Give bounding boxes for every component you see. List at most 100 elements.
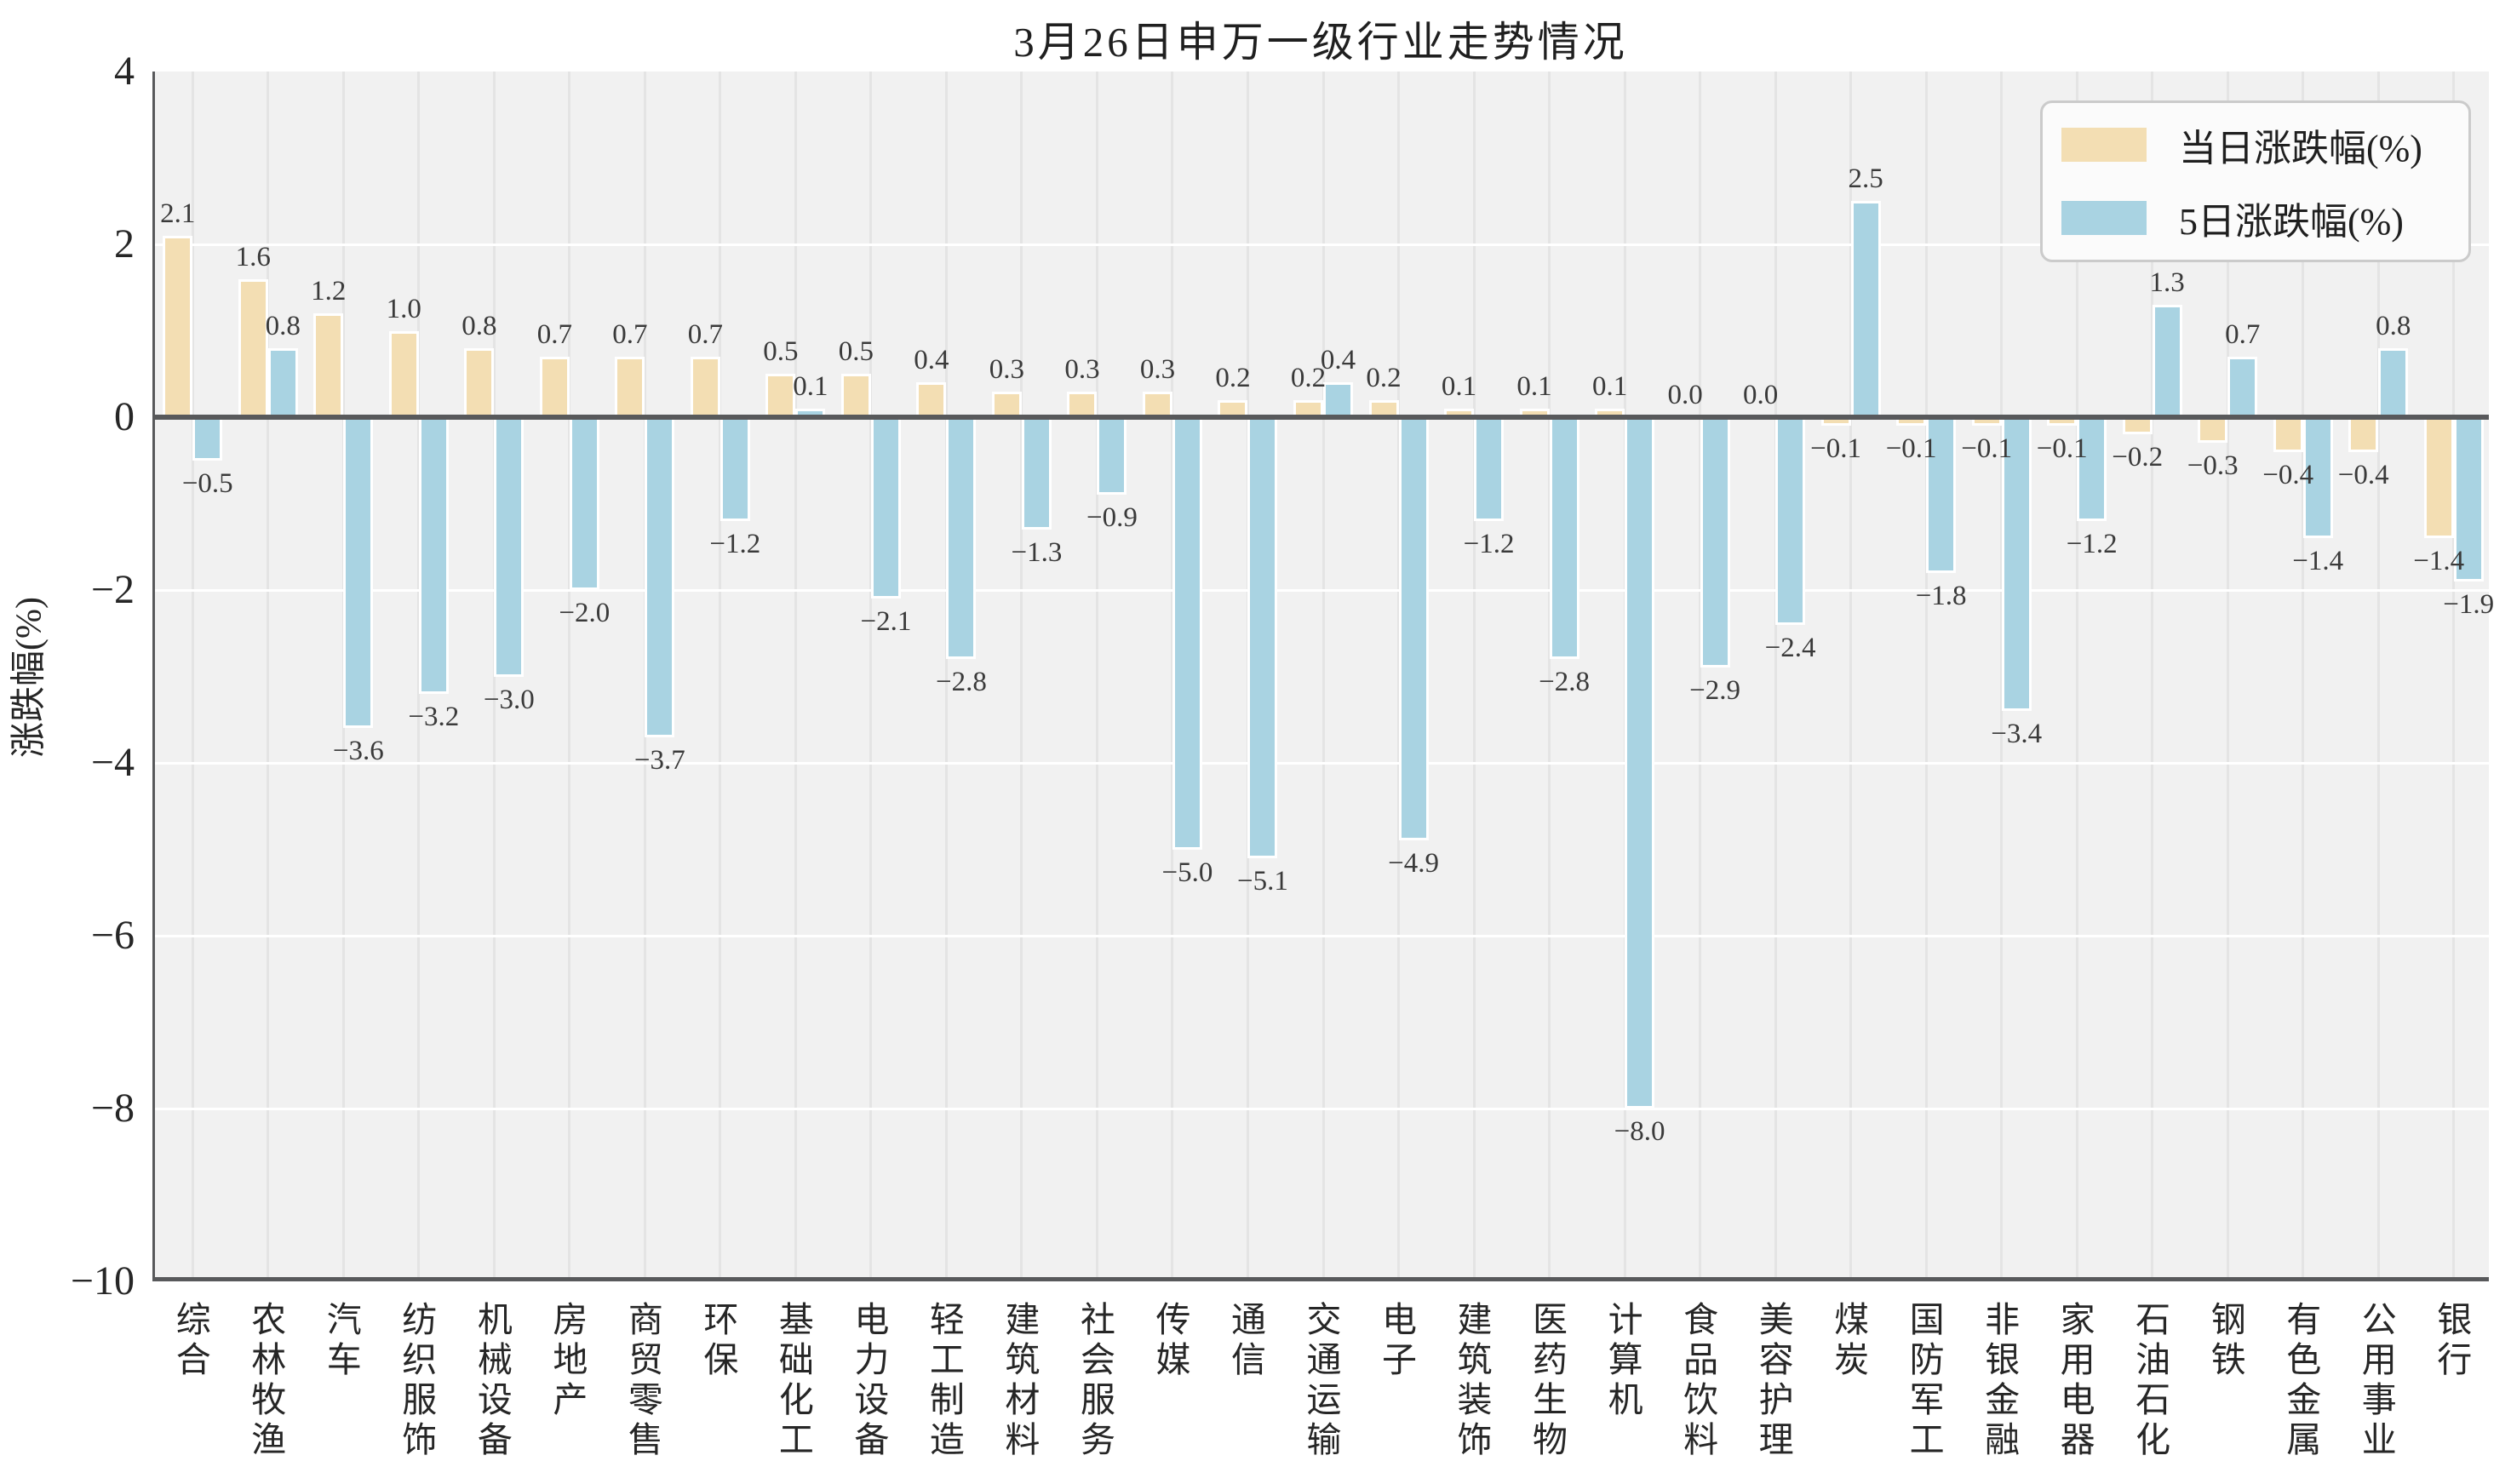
bar bbox=[1247, 417, 1278, 858]
bar bbox=[1700, 417, 1730, 668]
horizontal-gridline bbox=[155, 1107, 2489, 1110]
horizontal-gridline bbox=[155, 243, 2489, 246]
bar-value-label: −1.4 bbox=[2292, 546, 2344, 577]
bar-value-label: 0.0 bbox=[1742, 380, 1779, 410]
x-category-label: 农林牧渔 bbox=[245, 1301, 285, 1461]
bar-value-label: 0.3 bbox=[1064, 353, 1100, 385]
bar bbox=[991, 391, 1022, 417]
bar bbox=[1323, 382, 1353, 417]
legend-label-daily: 当日涨跌幅(%) bbox=[2179, 128, 2422, 169]
bar-value-label: 0.7 bbox=[536, 318, 572, 350]
bar bbox=[192, 417, 223, 461]
bar-value-label: 1.2 bbox=[311, 276, 347, 307]
y-tick-label: −10 bbox=[70, 1258, 135, 1304]
x-category-label: 电力设备 bbox=[848, 1301, 888, 1461]
vertical-gridline bbox=[719, 72, 722, 1277]
bar-value-label: −0.4 bbox=[2262, 459, 2314, 490]
x-category-label: 机械设备 bbox=[472, 1301, 512, 1461]
y-tick-label: −2 bbox=[90, 567, 135, 612]
vertical-gridline bbox=[1849, 72, 1853, 1277]
x-category-label: 纺织服饰 bbox=[396, 1301, 436, 1461]
vertical-gridline bbox=[267, 72, 270, 1277]
bar bbox=[2453, 417, 2484, 582]
bar-value-label: −2.8 bbox=[1539, 667, 1590, 698]
vertical-gridline bbox=[944, 72, 948, 1277]
bar bbox=[690, 356, 720, 417]
bar-value-label: 0.2 bbox=[1215, 362, 1251, 393]
bar bbox=[313, 313, 344, 417]
bar-value-label: −0.9 bbox=[1086, 502, 1138, 534]
bar-value-label: 0.3 bbox=[1139, 353, 1176, 385]
bar bbox=[2122, 417, 2153, 435]
bar-value-label: 0.2 bbox=[1366, 362, 1402, 393]
bar bbox=[418, 417, 449, 694]
x-category-label: 社会服务 bbox=[1075, 1301, 1115, 1461]
bar-value-label: −0.3 bbox=[2187, 450, 2239, 482]
bar-value-label: −0.1 bbox=[2036, 433, 2088, 465]
vertical-gridline bbox=[2376, 72, 2380, 1277]
bar-value-label: −1.9 bbox=[2443, 588, 2495, 620]
bar-value-label: −0.1 bbox=[1961, 433, 2013, 465]
bar-value-label: −0.1 bbox=[1885, 433, 1937, 465]
x-category-label: 通信 bbox=[1225, 1301, 1265, 1381]
vertical-gridline bbox=[2452, 72, 2456, 1277]
bar-value-label: 0.7 bbox=[687, 318, 723, 350]
bar-value-label: −3.6 bbox=[332, 736, 384, 767]
bar bbox=[765, 374, 796, 417]
horizontal-gridline bbox=[155, 934, 2489, 937]
bar bbox=[2423, 417, 2454, 539]
horizontal-gridline bbox=[155, 761, 2489, 765]
bar bbox=[163, 235, 193, 417]
x-category-label: 石油石化 bbox=[2130, 1301, 2170, 1461]
x-category-label: 传媒 bbox=[1149, 1301, 1190, 1381]
vertical-gridline bbox=[191, 72, 194, 1277]
x-category-label: 房地产 bbox=[547, 1301, 587, 1421]
daily-series-swatch-icon bbox=[2061, 128, 2147, 162]
x-category-label: 有色金属 bbox=[2280, 1301, 2320, 1461]
bar-value-label: 0.1 bbox=[793, 370, 828, 402]
bar bbox=[1474, 417, 1505, 521]
bar-value-label: −1.2 bbox=[709, 528, 761, 559]
bar-value-label: −8.0 bbox=[1614, 1116, 1665, 1147]
bar-value-label: −2.1 bbox=[860, 606, 912, 638]
bar bbox=[916, 382, 947, 417]
x-category-label: 家用电器 bbox=[2055, 1301, 2095, 1461]
bar-value-label: 0.7 bbox=[612, 318, 648, 350]
x-category-label: 钢铁 bbox=[2205, 1301, 2245, 1381]
bar-value-label: 1.6 bbox=[235, 241, 271, 272]
bar bbox=[238, 278, 268, 417]
bar-value-label: −3.7 bbox=[633, 744, 685, 776]
x-category-label: 基础化工 bbox=[773, 1301, 813, 1461]
x-category-label: 综合 bbox=[170, 1301, 210, 1381]
bar bbox=[2273, 417, 2303, 452]
bar-value-label: −5.1 bbox=[1237, 865, 1288, 897]
bar bbox=[343, 417, 374, 729]
vertical-gridline bbox=[869, 72, 873, 1277]
bar-value-label: 0.8 bbox=[2376, 310, 2411, 341]
bar-value-label: 0.2 bbox=[1290, 362, 1327, 393]
chart-title: 3月26日申万一级行业走势情况 bbox=[1013, 19, 1628, 66]
zero-axis-line bbox=[155, 415, 2489, 420]
bar bbox=[1926, 417, 1957, 573]
bar bbox=[2302, 417, 2333, 539]
bar-value-label: 2.5 bbox=[1848, 163, 1883, 195]
bar-value-label: −4.9 bbox=[1388, 848, 1439, 880]
vertical-gridline bbox=[1321, 72, 1325, 1277]
x-category-label: 国防军工 bbox=[1904, 1301, 1944, 1461]
bar-value-label: 0.8 bbox=[265, 310, 301, 341]
bar bbox=[1021, 417, 1052, 530]
horizontal-gridline bbox=[155, 588, 2489, 592]
y-tick-label: 2 bbox=[114, 221, 135, 266]
vertical-gridline bbox=[1924, 72, 1928, 1277]
bar-value-label: −3.4 bbox=[1991, 719, 2043, 750]
bar bbox=[388, 330, 419, 417]
bar-value-label: −2.9 bbox=[1689, 675, 1741, 707]
bar-value-label: −2.4 bbox=[1764, 632, 1816, 663]
x-category-label: 非银金融 bbox=[1979, 1301, 2019, 1461]
bar-value-label: −1.3 bbox=[1011, 536, 1063, 568]
x-category-label: 煤炭 bbox=[1828, 1301, 1868, 1381]
bar-value-label: −5.0 bbox=[1161, 857, 1213, 888]
bar bbox=[1142, 391, 1172, 417]
bar bbox=[2001, 417, 2032, 712]
